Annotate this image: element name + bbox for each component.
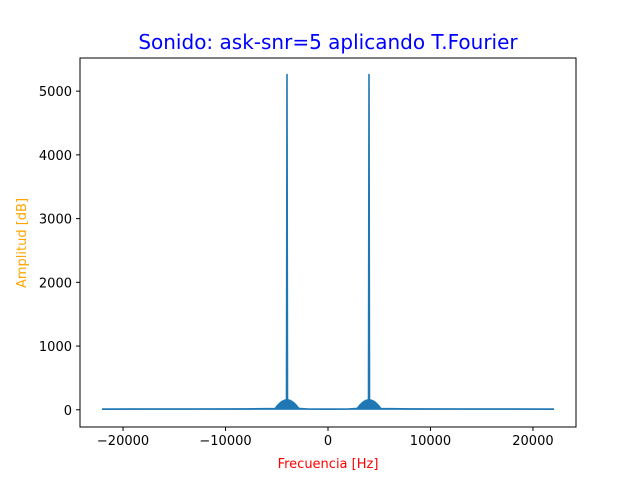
- x-tick-label: 0: [324, 434, 332, 449]
- x-tick-label: 10000: [410, 434, 451, 449]
- y-tick-label: 0: [64, 404, 72, 419]
- y-tick-label: 2000: [39, 276, 72, 291]
- chart-title: Sonido: ask-snr=5 aplicando T.Fourier: [138, 30, 518, 54]
- plot-area: [101, 73, 555, 411]
- x-axis-label: Frecuencia [Hz]: [278, 457, 379, 472]
- x-tick-label: −10000: [199, 434, 251, 449]
- y-tick-label: 4000: [39, 149, 72, 164]
- spectrum-line: [101, 73, 555, 411]
- y-axis-label: Amplitud [dB]: [15, 198, 30, 288]
- axes-frame: [79, 57, 577, 428]
- axis-ticks: −20000 −10000 0 10000 20000 0 1000 2000 3000 4000…: [39, 85, 554, 449]
- sideband-right: [355, 399, 383, 410]
- x-tick-label: −20000: [97, 434, 149, 449]
- y-tick-label: 3000: [39, 213, 72, 228]
- y-tick-label: 1000: [39, 340, 72, 355]
- y-tick-label: 5000: [39, 85, 72, 100]
- sideband-left: [273, 399, 301, 410]
- x-tick-label: 20000: [512, 434, 553, 449]
